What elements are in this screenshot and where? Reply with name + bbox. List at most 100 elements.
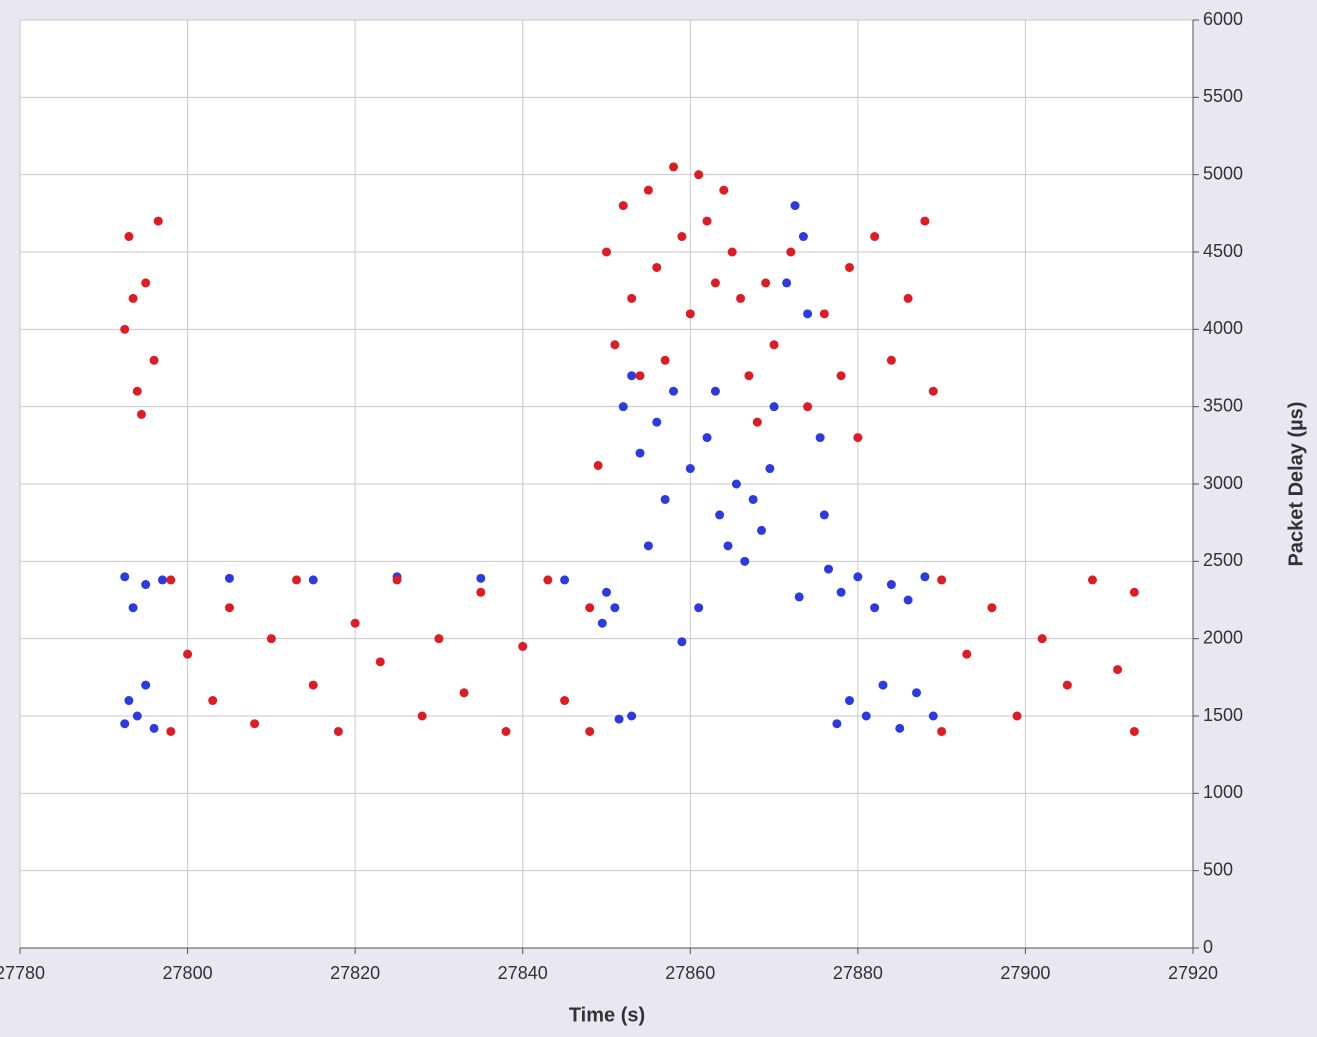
point xyxy=(350,618,360,628)
point xyxy=(333,726,343,736)
point xyxy=(610,340,620,350)
point xyxy=(836,587,846,597)
point xyxy=(153,216,163,226)
y-tick-label: 1500 xyxy=(1203,705,1243,725)
point xyxy=(987,603,997,613)
point xyxy=(618,201,628,211)
point xyxy=(518,641,528,651)
x-tick-label: 27780 xyxy=(0,963,45,983)
point xyxy=(677,637,687,647)
point xyxy=(694,603,704,613)
point xyxy=(798,232,808,242)
point xyxy=(136,409,146,419)
point xyxy=(912,688,922,698)
point xyxy=(166,726,176,736)
point xyxy=(748,494,758,504)
point xyxy=(757,525,767,535)
point xyxy=(660,494,670,504)
point xyxy=(128,293,138,303)
point xyxy=(224,573,234,583)
point xyxy=(614,714,624,724)
point xyxy=(392,575,402,585)
point xyxy=(208,696,218,706)
point xyxy=(853,433,863,443)
point xyxy=(660,355,670,365)
point xyxy=(794,592,804,602)
point xyxy=(669,386,679,396)
y-tick-label: 3000 xyxy=(1203,473,1243,493)
point xyxy=(434,634,444,644)
point xyxy=(585,603,595,613)
point xyxy=(543,575,553,585)
point xyxy=(132,386,142,396)
point xyxy=(597,618,607,628)
point xyxy=(375,657,385,667)
point xyxy=(844,696,854,706)
y-tick-label: 3500 xyxy=(1203,395,1243,415)
y-tick-label: 2000 xyxy=(1203,627,1243,647)
point xyxy=(694,170,704,180)
point xyxy=(836,371,846,381)
y-tick-label: 4500 xyxy=(1203,241,1243,261)
y-tick-label: 5500 xyxy=(1203,86,1243,106)
point xyxy=(1087,575,1097,585)
y-axis-title: Packet Delay (µs) xyxy=(1285,402,1307,567)
point xyxy=(560,575,570,585)
point xyxy=(824,564,834,574)
y-tick-label: 2500 xyxy=(1203,550,1243,570)
x-tick-label: 27920 xyxy=(1168,963,1218,983)
point xyxy=(120,324,130,334)
point xyxy=(736,293,746,303)
y-tick-label: 500 xyxy=(1203,859,1233,879)
point xyxy=(149,723,159,733)
point xyxy=(1113,665,1123,675)
point xyxy=(627,293,637,303)
y-tick-label: 6000 xyxy=(1203,9,1243,29)
point xyxy=(677,232,687,242)
point xyxy=(853,572,863,582)
point xyxy=(149,355,159,365)
point xyxy=(715,510,725,520)
point xyxy=(560,696,570,706)
point xyxy=(815,433,825,443)
point xyxy=(702,216,712,226)
point xyxy=(937,575,947,585)
point xyxy=(790,201,800,211)
point xyxy=(819,510,829,520)
x-tick-label: 27880 xyxy=(833,963,883,983)
point xyxy=(224,603,234,613)
point xyxy=(731,479,741,489)
point xyxy=(861,711,871,721)
point xyxy=(752,417,762,427)
point xyxy=(786,247,796,257)
point xyxy=(501,726,511,736)
point xyxy=(120,572,130,582)
y-tick-label: 4000 xyxy=(1203,318,1243,338)
point xyxy=(685,309,695,319)
point xyxy=(962,649,972,659)
point xyxy=(937,726,947,736)
point xyxy=(266,634,276,644)
point xyxy=(870,232,880,242)
point xyxy=(585,726,595,736)
point xyxy=(832,719,842,729)
point xyxy=(618,402,628,412)
point xyxy=(643,185,653,195)
point xyxy=(141,680,151,690)
point xyxy=(1062,680,1072,690)
point xyxy=(765,464,775,474)
point xyxy=(803,309,813,319)
point xyxy=(878,680,888,690)
x-tick-label: 27840 xyxy=(498,963,548,983)
point xyxy=(1129,587,1139,597)
point xyxy=(727,247,737,257)
point xyxy=(593,460,603,470)
x-tick-label: 27860 xyxy=(665,963,715,983)
point xyxy=(710,386,720,396)
point xyxy=(903,595,913,605)
point xyxy=(803,402,813,412)
point xyxy=(128,603,138,613)
point xyxy=(744,371,754,381)
point xyxy=(132,711,142,721)
